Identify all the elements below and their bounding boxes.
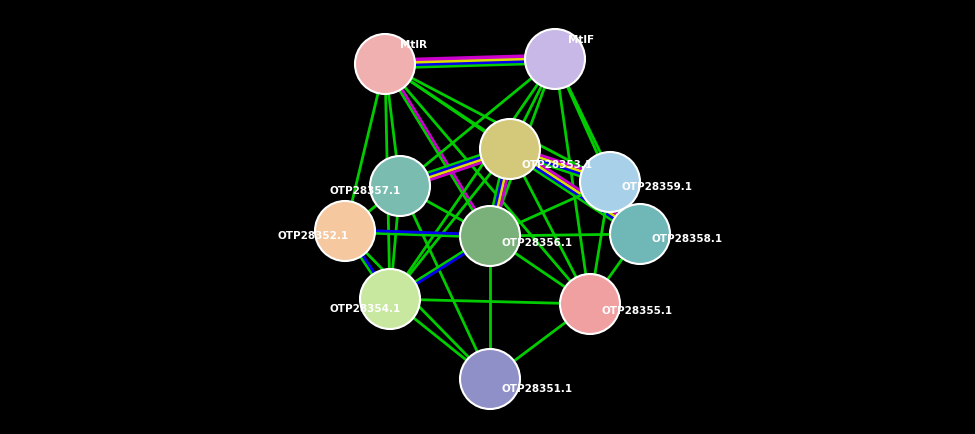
- Text: OTP28353.1: OTP28353.1: [522, 160, 593, 170]
- Text: OTP28357.1: OTP28357.1: [330, 186, 402, 196]
- Circle shape: [560, 274, 620, 334]
- Circle shape: [460, 207, 520, 266]
- Text: OTP28354.1: OTP28354.1: [330, 303, 402, 313]
- Text: MtlR: MtlR: [400, 40, 427, 50]
- Text: OTP28359.1: OTP28359.1: [622, 181, 693, 191]
- Text: OTP28351.1: OTP28351.1: [502, 383, 573, 393]
- Circle shape: [480, 120, 540, 180]
- Text: OTP28356.1: OTP28356.1: [502, 237, 573, 247]
- Text: MtlF: MtlF: [568, 35, 594, 45]
- Circle shape: [355, 35, 415, 95]
- Circle shape: [360, 270, 420, 329]
- Circle shape: [580, 153, 640, 213]
- Circle shape: [315, 201, 375, 261]
- Circle shape: [460, 349, 520, 409]
- Text: OTP28358.1: OTP28358.1: [652, 233, 723, 243]
- Text: OTP28355.1: OTP28355.1: [602, 305, 673, 315]
- Circle shape: [370, 157, 430, 217]
- Text: OTP28352.1: OTP28352.1: [278, 230, 349, 240]
- Circle shape: [525, 30, 585, 90]
- Circle shape: [610, 204, 670, 264]
